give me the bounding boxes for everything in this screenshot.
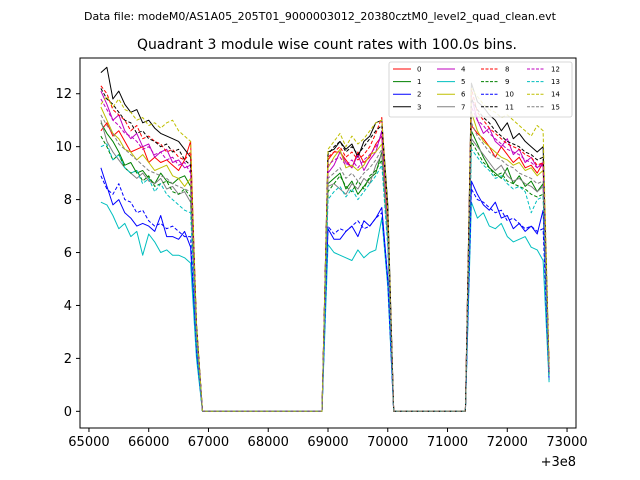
y-tick-label: 10 bbox=[55, 140, 72, 155]
x-tick-label: 71000 bbox=[427, 435, 468, 450]
series-line-12 bbox=[100, 98, 550, 412]
legend-label-8: 8 bbox=[505, 66, 509, 74]
y-tick-label: 6 bbox=[64, 246, 72, 261]
legend-label-6: 6 bbox=[461, 91, 466, 99]
legend-label-7: 7 bbox=[461, 103, 465, 111]
series-line-8 bbox=[100, 85, 550, 412]
legend-label-13: 13 bbox=[551, 78, 560, 86]
legend-label-14: 14 bbox=[551, 91, 560, 99]
x-tick-label: 73000 bbox=[546, 435, 587, 450]
legend-box bbox=[388, 61, 573, 118]
legend-label-12: 12 bbox=[551, 66, 560, 74]
y-axis: 0 2 4 6 8 10 12 bbox=[55, 87, 80, 420]
x-tick-label: 66000 bbox=[128, 435, 169, 450]
x-tick-label: 67000 bbox=[188, 435, 229, 450]
legend-label-15: 15 bbox=[551, 103, 560, 111]
y-tick-label: 0 bbox=[64, 405, 72, 420]
x-offset-label: +3e8 bbox=[541, 455, 576, 470]
y-tick-label: 2 bbox=[64, 352, 72, 367]
x-tick-label: 68000 bbox=[248, 435, 289, 450]
legend-label-3: 3 bbox=[417, 103, 421, 111]
plot-lines bbox=[100, 66, 550, 412]
legend-label-2: 2 bbox=[417, 91, 421, 99]
series-line-10 bbox=[100, 175, 550, 412]
chart-suptitle: Data file: modeM0/AS1A05_205T01_90000030… bbox=[84, 10, 557, 23]
x-axis: 65000 66000 67000 68000 69000 70000 71000 72000… bbox=[68, 428, 588, 450]
y-tick-label: 4 bbox=[64, 299, 72, 314]
x-tick-label: 65000 bbox=[68, 435, 109, 450]
x-tick-label: 70000 bbox=[367, 435, 408, 450]
chart-title: Quadrant 3 module wise count rates with … bbox=[137, 37, 517, 53]
x-tick-label: 69000 bbox=[307, 435, 348, 450]
y-tick-label: 12 bbox=[55, 87, 72, 102]
legend-label-11: 11 bbox=[505, 103, 514, 111]
legend-label-5: 5 bbox=[461, 78, 465, 86]
series-line-15 bbox=[100, 114, 550, 412]
legend-label-9: 9 bbox=[505, 78, 509, 86]
legend-label-0: 0 bbox=[417, 66, 421, 74]
legend-label-1: 1 bbox=[417, 78, 421, 86]
legend-label-10: 10 bbox=[505, 91, 514, 99]
legend-label-4: 4 bbox=[461, 66, 466, 74]
y-tick-label: 8 bbox=[64, 193, 72, 208]
x-tick-label: 72000 bbox=[487, 435, 528, 450]
